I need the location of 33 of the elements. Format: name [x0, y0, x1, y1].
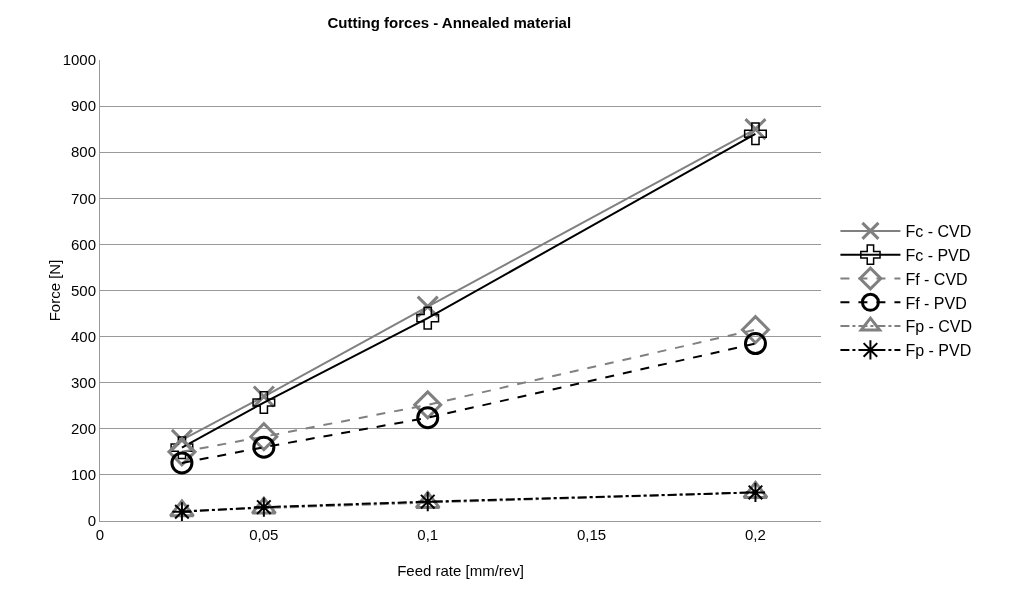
point: [743, 332, 767, 356]
point: [416, 406, 440, 430]
point: [416, 306, 440, 330]
legend-label: Fp - CVD: [905, 318, 973, 336]
point: [744, 481, 767, 504]
point: [252, 390, 276, 415]
y-tick-label: 1000: [62, 51, 96, 69]
y-tick-label: 300: [70, 373, 96, 391]
y-tick-label: 500: [70, 281, 96, 299]
legend-label: Fc - PVD: [905, 246, 971, 264]
y-tick-label: 600: [70, 235, 96, 253]
legend-label: Ff - CVD: [905, 270, 968, 288]
x-tick-label: 0,15: [576, 526, 607, 543]
y-tick-label: 200: [70, 420, 96, 438]
x-axis-title: Feed rate [mm/rev]: [397, 562, 524, 579]
x-tick-label: 0,1: [417, 526, 439, 543]
x-tick-label: 0,05: [249, 526, 279, 543]
y-tick-label: 800: [70, 143, 96, 161]
y-tick-label: 400: [70, 327, 96, 345]
y-tick-label: 700: [70, 189, 96, 207]
point: [413, 390, 443, 420]
y-axis-title: Force [N]: [46, 259, 63, 322]
legend-label: Fp - PVD: [905, 342, 972, 360]
point: [740, 315, 770, 345]
chart-title: Cutting forces - Annealed material: [327, 14, 572, 32]
y-tick-label: 900: [70, 97, 96, 115]
point: [743, 122, 767, 146]
point: [249, 422, 279, 452]
legend-label: Ff - PVD: [905, 294, 967, 312]
legend-label: Fc - CVD: [905, 223, 972, 241]
y-tick-label: 100: [70, 466, 96, 484]
x-tick-label: 0,2: [745, 526, 766, 543]
y-tick-label: 0: [87, 512, 96, 530]
